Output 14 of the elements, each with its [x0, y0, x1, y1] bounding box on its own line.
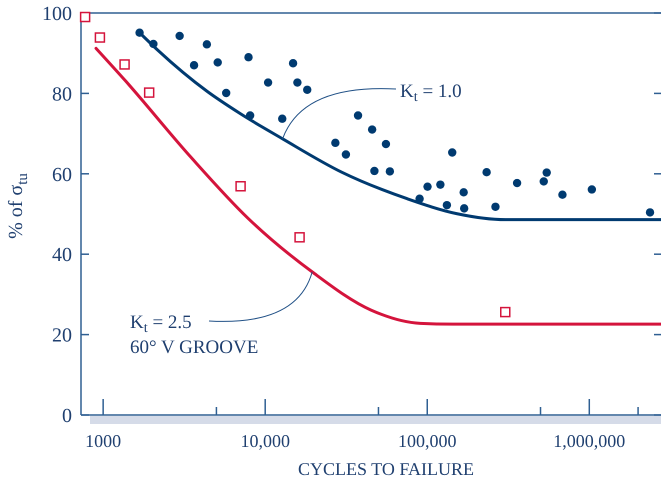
- y-tick-label: 60: [52, 164, 72, 186]
- x-tick-label: 100,000: [398, 431, 456, 451]
- y-tick-label: 0: [62, 405, 72, 427]
- annotation: 60° V GROOVE: [130, 337, 258, 358]
- y-tick-label: 20: [52, 324, 72, 347]
- x-axis-title: CYCLES TO FAILURE: [298, 459, 474, 479]
- x-tick-label: 1000: [85, 431, 122, 451]
- annotation: K$_{t}$ = 2.5: [130, 312, 192, 336]
- y-tick-label: 100: [42, 3, 72, 25]
- x-tick-label: 1,000,000: [553, 431, 626, 451]
- annotation: K$_{t}$ = 1.0: [400, 81, 462, 106]
- y-tick-label: 40: [52, 244, 72, 266]
- x-tick-label: 10,000: [240, 431, 290, 451]
- y-tick-label: 80: [52, 83, 72, 106]
